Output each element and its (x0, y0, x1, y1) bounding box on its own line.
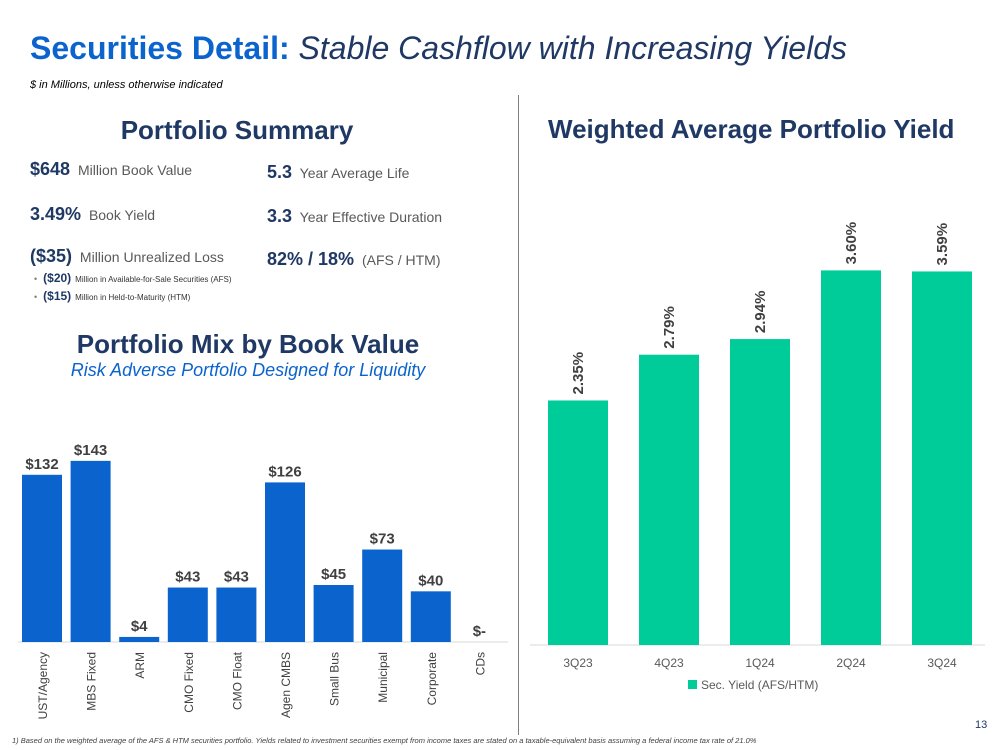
yield-bar (548, 400, 608, 645)
effective-duration-item: 3.3 Year Effective Duration (267, 206, 442, 227)
yield-bar (730, 339, 790, 645)
afs-htm-split-label: (AFS / HTM) (361, 252, 441, 268)
mix-bar-label: $43 (224, 569, 249, 586)
yield-chart-title: Weighted Average Portfolio Yield (548, 114, 955, 144)
mix-category-label: CMO Fixed (182, 652, 196, 713)
mix-category-label: Small Bus (328, 652, 342, 706)
units-note: $ in Millions, unless otherwise indicate… (30, 79, 223, 91)
portfolio-summary-title: Portfolio Summary (120, 115, 354, 145)
htm-loss-bullet: • ($15) Million in Held-to-Maturity (HTM) (34, 289, 190, 303)
mix-bar-label: $73 (370, 531, 395, 548)
mix-bar-label: $40 (418, 572, 443, 589)
mix-bar (265, 482, 305, 642)
panel-divider (518, 95, 519, 735)
afs-htm-split-item: 82% / 18% (AFS / HTM) (267, 249, 441, 270)
yield-category-label: 4Q23 (654, 656, 684, 670)
yield-category-label: 3Q23 (563, 656, 593, 670)
yield-bar-label: 3.60% (843, 222, 860, 265)
mix-bar-label: $143 (74, 442, 107, 459)
yield-category-label: 1Q24 (745, 656, 775, 670)
portfolio-mix-chart: $132 UST/Agency $143 MBS Fixed $4 ARM $43 CMO F… (18, 442, 508, 719)
unrealized-loss: ($35) (30, 246, 73, 266)
average-life-label: Year Average Life (299, 165, 410, 181)
afs-htm-split: 82% / 18% (267, 249, 355, 269)
mix-category-label: MBS Fixed (85, 652, 99, 711)
book-yield-label: Book Yield (88, 207, 156, 223)
mix-bar-label: $- (473, 623, 486, 640)
mix-category-label: UST/Agency (36, 652, 50, 719)
mix-bar-label: $4 (131, 618, 148, 635)
unrealized-loss-item: ($35) Million Unrealized Loss (30, 246, 224, 267)
afs-loss-value: ($20) (43, 271, 72, 285)
mix-category-label: CMO Float (230, 651, 244, 710)
book-yield-item: 3.49% Book Yield (30, 204, 155, 225)
page-title-sub: Stable Cashflow with Increasing Yields (298, 30, 847, 66)
yield-category-label: 2Q24 (836, 656, 866, 670)
mix-category-label: Municipal (376, 652, 390, 703)
mix-bar-label: $126 (268, 463, 301, 480)
mix-bar (410, 591, 451, 642)
mix-bar (70, 460, 111, 642)
bullet-dot-icon: • (34, 274, 38, 284)
afs-loss-label: Million in Available-for-Sale Securities… (75, 275, 232, 284)
mix-bar (362, 549, 403, 642)
book-value-item: $648 Million Book Value (30, 159, 192, 180)
yield-bar-label: 2.94% (752, 291, 769, 334)
mix-bar (22, 474, 62, 642)
yield-bar-label: 2.79% (661, 306, 678, 349)
mix-bar (313, 585, 354, 642)
afs-loss-bullet: • ($20) Million in Available-for-Sale Secu… (34, 271, 232, 285)
mix-bar (167, 587, 208, 642)
yield-bar-label: 2.35% (570, 352, 587, 395)
yield-legend-swatch (688, 680, 697, 689)
yield-legend-label: Sec. Yield (AFS/HTM) (701, 678, 818, 692)
mix-bar (119, 636, 160, 642)
average-life: 5.3 (267, 162, 293, 182)
mix-bar-label: $132 (25, 456, 58, 473)
htm-loss-value: ($15) (43, 289, 72, 303)
yield-bar (639, 354, 699, 645)
yield-bar (821, 270, 881, 645)
unrealized-loss-label: Million Unrealized Loss (79, 249, 224, 265)
footnote: 1) Based on the weighted average of the … (12, 736, 757, 745)
mix-category-label: Agen CMBS (279, 652, 293, 718)
mix-bar-label: $43 (175, 569, 200, 586)
book-value-label: Million Book Value (77, 162, 193, 178)
portfolio-mix-title: Portfolio Mix by Book Value (76, 329, 420, 359)
book-yield: 3.49% (30, 204, 82, 224)
yield-bar-label: 3.59% (934, 223, 951, 266)
yield-category-label: 3Q24 (927, 656, 957, 670)
mix-bar (216, 587, 257, 642)
page-title-main: Securities Detail: (30, 30, 290, 66)
page-title: Securities Detail: Stable Cashflow with … (30, 30, 847, 67)
bullet-dot-icon: • (34, 292, 38, 302)
average-life-item: 5.3 Year Average Life (267, 162, 409, 183)
yield-bar (912, 271, 972, 645)
yield-chart: 2.35% 3Q23 2.79% 4Q23 2.94% 1Q24 3.60% 2Q24 3.59… (530, 222, 985, 692)
mix-category-label: ARM (133, 652, 147, 679)
mix-category-label: Corporate (425, 652, 439, 706)
effective-duration: 3.3 (267, 206, 293, 226)
book-value: $648 (30, 159, 71, 179)
page-number: 13 (975, 719, 988, 731)
effective-duration-label: Year Effective Duration (299, 209, 443, 225)
mix-category-label: CDs (473, 652, 487, 675)
mix-bar-label: $45 (321, 566, 346, 583)
htm-loss-label: Million in Held-to-Maturity (HTM) (75, 293, 191, 302)
portfolio-mix-subtitle: Risk Adverse Portfolio Designed for Liqu… (70, 360, 426, 380)
